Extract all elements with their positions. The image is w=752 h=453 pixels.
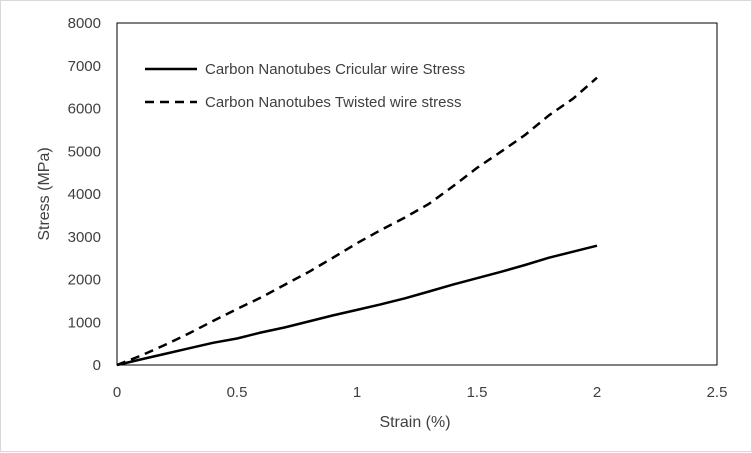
y-tick-label: 4000 (68, 186, 101, 203)
y-tick-label: 2000 (68, 272, 101, 289)
x-tick-label: 2.5 (707, 384, 728, 401)
plot-border (116, 22, 718, 366)
y-tick-label: 6000 (68, 101, 101, 118)
x-tick-label: 2 (593, 384, 601, 401)
plot-area (116, 22, 718, 366)
x-tick-label: 1 (353, 384, 361, 401)
y-tick-label: 7000 (68, 58, 101, 75)
y-tick-label: 5000 (68, 143, 101, 160)
series-circular-line (116, 244, 598, 367)
series-twisted-line (116, 76, 598, 367)
y-axis-ticks: 0 1000 2000 3000 4000 5000 6000 7000 8000 (68, 15, 101, 374)
legend-entry: Carbon Nanotubes Twisted wire stress (205, 94, 462, 111)
x-tick-label: 1.5 (467, 384, 488, 401)
y-tick-label: 0 (93, 357, 101, 374)
x-tick-label: 0 (113, 384, 121, 401)
y-tick-label: 1000 (68, 314, 101, 331)
x-axis-ticks: 0 0.5 1 1.5 2 2.5 (113, 384, 728, 401)
series-layer (116, 76, 598, 367)
x-axis-label: Strain (%) (379, 414, 450, 431)
y-tick-label: 8000 (68, 15, 101, 32)
y-axis-label: Stress (MPa) (36, 147, 53, 240)
legend: Carbon Nanotubes Cricular wire Stress Car… (145, 61, 465, 111)
x-tick-label: 0.5 (227, 384, 248, 401)
legend-entry: Carbon Nanotubes Cricular wire Stress (205, 61, 465, 78)
y-tick-label: 3000 (68, 229, 101, 246)
